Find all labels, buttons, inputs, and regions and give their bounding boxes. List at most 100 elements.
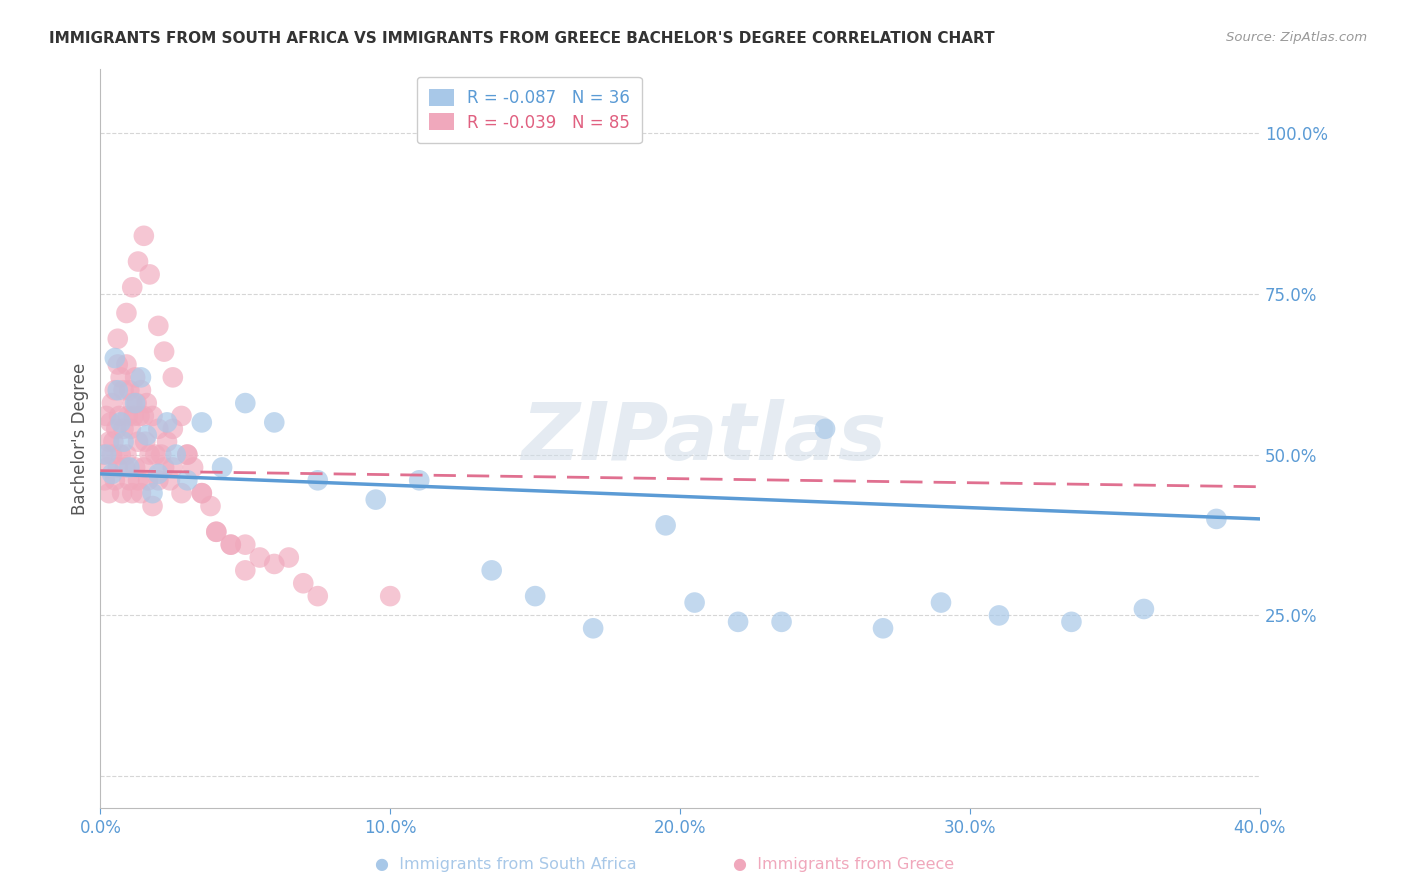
Point [170,486,193,500]
Point [122,409,145,423]
Point [654,518,676,533]
Point [176,473,198,487]
Point [205,524,228,539]
Point [211,460,233,475]
Legend: R = -0.087   N = 36, R = -0.039   N = 85: R = -0.087 N = 36, R = -0.039 N = 85 [418,77,641,144]
Point [125,396,148,410]
Point [307,589,329,603]
Point [1133,602,1156,616]
Point [101,396,124,410]
Point [129,383,152,397]
Point [111,486,134,500]
Point [124,396,146,410]
Point [148,422,170,436]
Text: Source: ZipAtlas.com: Source: ZipAtlas.com [1226,31,1367,45]
Point [988,608,1011,623]
Point [128,409,150,423]
Point [162,460,184,475]
Point [127,254,149,268]
Point [1205,512,1227,526]
Point [115,448,138,462]
Point [127,473,149,487]
Point [121,280,143,294]
Point [105,422,128,436]
Point [277,550,299,565]
Point [100,416,122,430]
Point [153,460,176,475]
Text: IMMIGRANTS FROM SOUTH AFRICA VS IMMIGRANTS FROM GREECE BACHELOR'S DEGREE CORRELA: IMMIGRANTS FROM SOUTH AFRICA VS IMMIGRAN… [49,31,995,46]
Point [191,416,214,430]
Point [115,306,138,320]
Point [93,473,115,487]
Point [233,538,256,552]
Point [1060,615,1083,629]
Point [107,332,129,346]
Point [138,268,160,282]
Point [141,499,163,513]
Point [205,524,228,539]
Point [132,228,155,243]
Point [104,473,127,487]
Point [150,448,173,462]
Point [110,370,132,384]
Point [191,486,214,500]
Point [219,538,242,552]
Point [129,486,152,500]
Point [263,557,285,571]
Point [112,422,135,436]
Point [136,473,159,487]
Point [929,596,952,610]
Point [364,492,387,507]
Point [124,370,146,384]
Point [141,409,163,423]
Point [307,473,329,487]
Point [582,621,605,635]
Point [112,383,135,397]
Point [148,467,170,481]
Y-axis label: Bachelor's Degree: Bachelor's Degree [72,362,89,515]
Point [153,344,176,359]
Point [101,448,124,462]
Point [110,448,132,462]
Point [135,396,157,410]
Point [120,422,142,436]
Point [107,383,129,397]
Point [148,318,170,333]
Point [233,563,256,577]
Point [170,409,193,423]
Point [118,460,141,475]
Point [145,448,167,462]
Point [162,422,184,436]
Point [148,473,170,487]
Point [124,460,146,475]
Point [200,499,222,513]
Point [107,460,129,475]
Point [121,396,143,410]
Point [683,596,706,610]
Point [156,434,179,449]
Point [159,473,181,487]
Point [141,486,163,500]
Point [103,434,125,449]
Point [176,448,198,462]
Point [872,621,894,635]
Point [165,448,187,462]
Point [117,409,139,423]
Point [292,576,315,591]
Point [115,358,138,372]
Point [138,448,160,462]
Point [98,434,121,449]
Point [94,409,117,423]
Point [162,370,184,384]
Point [98,486,121,500]
Point [380,589,402,603]
Point [219,538,242,552]
Point [108,409,131,423]
Point [112,434,135,449]
Point [181,460,204,475]
Point [263,416,285,430]
Point [129,370,152,384]
Text: ZIPatlas: ZIPatlas [520,400,886,477]
Point [91,448,114,462]
Point [770,615,793,629]
